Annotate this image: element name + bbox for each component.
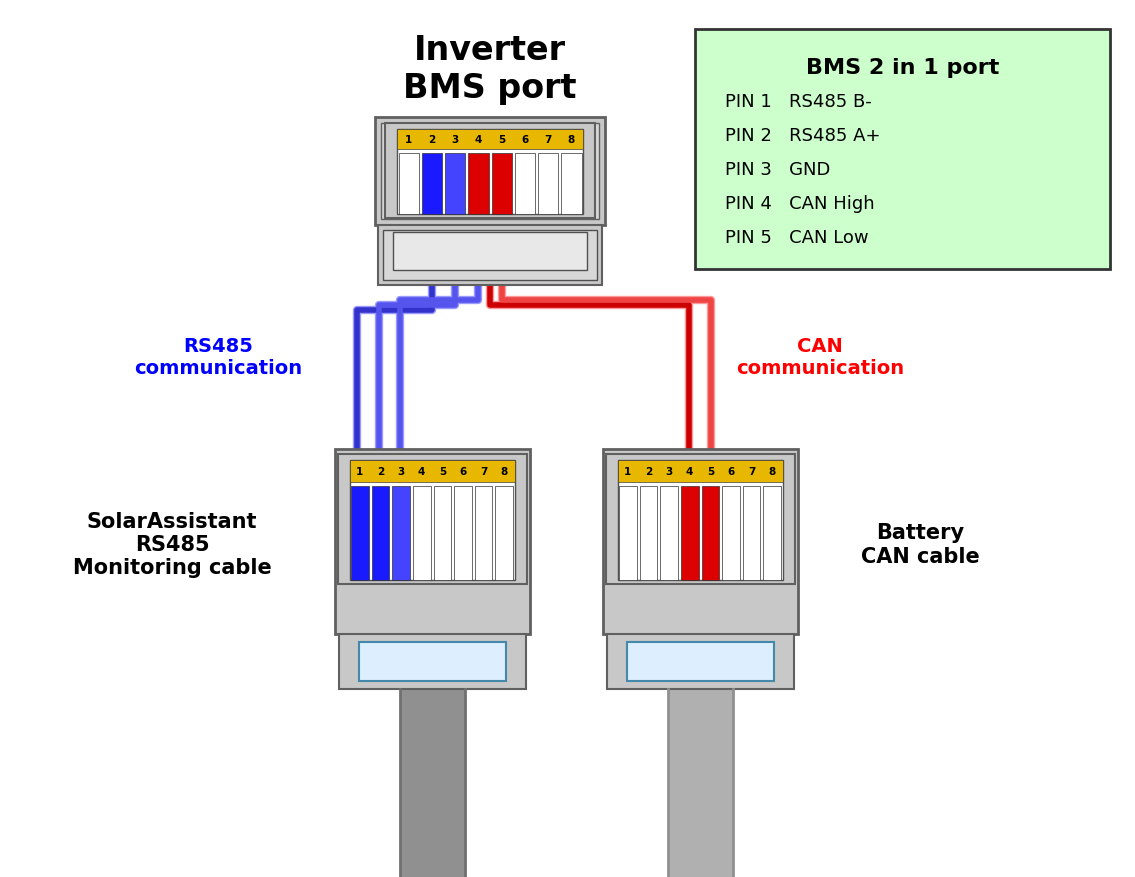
Bar <box>335 450 530 634</box>
Bar <box>617 460 782 482</box>
Bar <box>606 634 793 689</box>
Bar <box>378 225 602 286</box>
Text: 1: 1 <box>356 467 363 476</box>
Bar <box>619 487 637 581</box>
Text: 3: 3 <box>665 467 673 476</box>
Bar <box>695 30 1110 270</box>
Bar <box>640 487 657 581</box>
Text: 2: 2 <box>377 467 384 476</box>
Text: 7: 7 <box>545 135 552 145</box>
Bar <box>382 231 597 281</box>
Text: CAN
communication: CAN communication <box>735 337 905 378</box>
Bar <box>661 487 678 581</box>
Text: 1: 1 <box>624 467 631 476</box>
Bar <box>381 124 599 220</box>
Bar <box>359 642 505 681</box>
Bar <box>350 460 514 482</box>
Bar <box>561 153 581 215</box>
Bar <box>337 454 527 584</box>
Text: 8: 8 <box>568 135 575 145</box>
Bar <box>397 130 583 150</box>
Bar <box>393 487 410 581</box>
Bar <box>538 153 558 215</box>
Text: 6: 6 <box>728 467 734 476</box>
Text: 2: 2 <box>428 135 436 145</box>
Text: 7: 7 <box>480 467 487 476</box>
Bar <box>495 487 513 581</box>
Text: 7: 7 <box>748 467 755 476</box>
Bar <box>371 487 389 581</box>
Bar <box>469 153 488 215</box>
Bar <box>764 487 781 581</box>
Text: 5: 5 <box>439 467 446 476</box>
Bar <box>474 487 493 581</box>
Text: 4: 4 <box>418 467 426 476</box>
Bar <box>398 153 419 215</box>
Text: 6: 6 <box>460 467 466 476</box>
Bar <box>385 124 595 218</box>
Bar <box>393 232 587 271</box>
Text: 4: 4 <box>474 135 482 145</box>
Text: BMS 2 in 1 port: BMS 2 in 1 port <box>806 58 999 78</box>
Bar <box>350 460 514 581</box>
Bar <box>605 454 794 584</box>
Text: 4: 4 <box>686 467 693 476</box>
Bar <box>627 642 773 681</box>
Bar <box>413 487 430 581</box>
Text: 5: 5 <box>707 467 714 476</box>
Bar <box>667 689 732 877</box>
Text: Inverter: Inverter <box>414 33 566 67</box>
Bar <box>454 487 472 581</box>
Text: PIN 4   CAN High: PIN 4 CAN High <box>725 195 875 213</box>
Bar <box>400 689 464 877</box>
Bar <box>351 487 369 581</box>
Text: 1: 1 <box>405 135 412 145</box>
Text: RS485
communication: RS485 communication <box>134 337 302 378</box>
Bar <box>617 460 782 581</box>
Bar <box>422 153 442 215</box>
Text: 3: 3 <box>452 135 459 145</box>
Text: PIN 3   GND: PIN 3 GND <box>725 160 831 179</box>
Bar <box>338 634 526 689</box>
Text: 6: 6 <box>521 135 529 145</box>
Bar <box>742 487 760 581</box>
Bar <box>515 153 535 215</box>
Bar <box>434 487 451 581</box>
Bar <box>701 487 720 581</box>
Text: 8: 8 <box>501 467 507 476</box>
Bar <box>375 118 605 225</box>
Text: 5: 5 <box>498 135 505 145</box>
Bar <box>491 153 512 215</box>
Text: PIN 1   RS485 B-: PIN 1 RS485 B- <box>725 93 872 111</box>
Text: Battery
CAN cable: Battery CAN cable <box>860 523 980 566</box>
Bar <box>722 487 740 581</box>
Text: SolarAssistant
RS485
Monitoring cable: SolarAssistant RS485 Monitoring cable <box>73 511 271 578</box>
Text: 3: 3 <box>397 467 405 476</box>
Bar <box>397 130 583 215</box>
Bar <box>603 450 798 634</box>
Text: PIN 2   RS485 A+: PIN 2 RS485 A+ <box>725 127 881 145</box>
Bar <box>681 487 698 581</box>
Text: 2: 2 <box>645 467 653 476</box>
Text: PIN 5   CAN Low: PIN 5 CAN Low <box>725 229 868 246</box>
Text: BMS port: BMS port <box>403 71 577 104</box>
Text: 8: 8 <box>768 467 776 476</box>
Bar <box>445 153 465 215</box>
